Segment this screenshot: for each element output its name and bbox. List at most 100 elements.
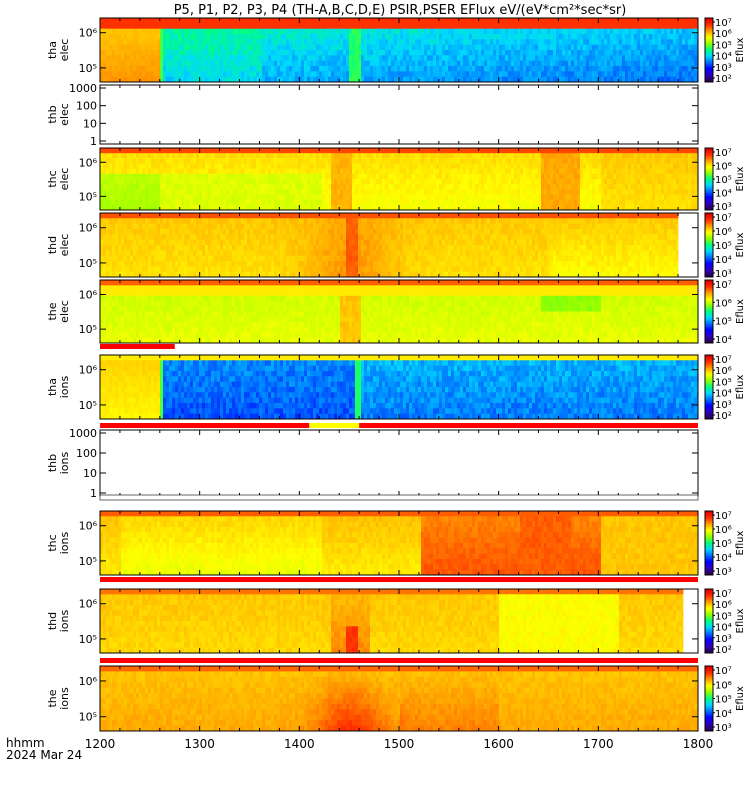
spec-cell	[472, 164, 475, 170]
spec-cell	[277, 71, 280, 77]
spec-cell	[379, 29, 382, 35]
spec-cell	[163, 55, 166, 61]
spec-cell	[298, 39, 301, 45]
spec-cell	[331, 29, 334, 35]
spec-cell	[229, 55, 232, 61]
spec-cell	[280, 55, 283, 61]
spec-cell	[283, 34, 286, 40]
spec-cell	[526, 164, 529, 170]
spec-cell	[178, 50, 181, 56]
spec-cell	[337, 148, 340, 154]
spec-cell	[154, 61, 157, 67]
spec-cell	[313, 29, 316, 35]
spec-cell	[667, 55, 670, 61]
spec-cell	[205, 164, 208, 170]
spec-cell	[520, 55, 523, 61]
spec-cell	[421, 50, 424, 56]
spec-cell	[241, 45, 244, 51]
spec-cell	[151, 158, 154, 164]
spec-cell	[655, 39, 658, 45]
spec-cell	[655, 66, 658, 72]
spec-cell	[487, 61, 490, 67]
spec-cell	[325, 23, 328, 29]
spec-cell	[397, 71, 400, 77]
spec-cell	[334, 34, 337, 40]
spec-cell	[202, 71, 205, 77]
spec-cell	[364, 158, 367, 164]
spec-cell	[136, 23, 139, 29]
spec-cell	[637, 71, 640, 77]
spec-cell	[454, 50, 457, 56]
spec-cell	[676, 50, 679, 56]
spec-cell	[175, 164, 178, 170]
spec-cell	[451, 66, 454, 72]
spec-cell	[421, 158, 424, 164]
spec-cell	[118, 39, 121, 45]
spec-cell	[490, 66, 493, 72]
spec-cell	[226, 153, 229, 159]
spec-cell	[463, 71, 466, 77]
spec-cell	[625, 158, 628, 164]
spec-cell	[457, 66, 460, 72]
spec-cell	[571, 61, 574, 67]
spec-cell	[538, 55, 541, 61]
spec-cell	[421, 18, 424, 24]
spec-cell	[535, 23, 538, 29]
spec-cell	[589, 55, 592, 61]
spec-cell	[307, 34, 310, 40]
spec-cell	[511, 153, 514, 159]
spec-cell	[370, 158, 373, 164]
spec-cell	[232, 164, 235, 170]
spec-cell	[418, 66, 421, 72]
spec-cell	[184, 29, 187, 35]
spec-cell	[691, 164, 694, 170]
spec-cell	[580, 50, 583, 56]
spec-cell	[253, 164, 256, 170]
spec-cell	[340, 148, 343, 154]
spec-cell	[349, 18, 352, 24]
spec-cell	[610, 39, 613, 45]
spec-cell	[610, 158, 613, 164]
spec-cell	[190, 153, 193, 159]
spec-cell	[622, 71, 625, 77]
spec-cell	[235, 39, 238, 45]
spec-cell	[376, 55, 379, 61]
spec-cell	[487, 148, 490, 154]
spec-cell	[568, 34, 571, 40]
spec-cell	[535, 66, 538, 72]
spec-cell	[175, 29, 178, 35]
spec-cell	[115, 55, 118, 61]
spec-cell	[586, 45, 589, 51]
spec-cell	[661, 29, 664, 35]
spec-cell	[145, 39, 148, 45]
spec-cell	[244, 34, 247, 40]
spec-cell	[130, 34, 133, 40]
spec-cell	[154, 148, 157, 154]
spec-cell	[157, 34, 160, 40]
colorbar-tick-label: 10³	[715, 63, 732, 74]
spec-cell	[187, 158, 190, 164]
spec-cell	[310, 148, 313, 154]
spec-cell	[493, 164, 496, 170]
spec-cell	[262, 23, 265, 29]
spec-cell	[592, 29, 595, 35]
spec-cell	[694, 66, 697, 72]
spec-cell	[445, 71, 448, 77]
spec-cell	[685, 18, 688, 24]
spec-cell	[382, 66, 385, 72]
spec-cell	[301, 50, 304, 56]
spec-cell	[391, 71, 394, 77]
spec-cell	[499, 164, 502, 170]
spec-cell	[352, 71, 355, 77]
spec-cell	[247, 66, 250, 72]
spec-cell	[241, 158, 244, 164]
spec-cell	[565, 148, 568, 154]
spec-cell	[163, 23, 166, 29]
spec-cell	[502, 66, 505, 72]
spec-cell	[592, 50, 595, 56]
spec-cell	[511, 61, 514, 67]
spec-cell	[169, 66, 172, 72]
spec-cell	[157, 23, 160, 29]
spec-cell	[370, 29, 373, 35]
spec-cell	[652, 153, 655, 159]
